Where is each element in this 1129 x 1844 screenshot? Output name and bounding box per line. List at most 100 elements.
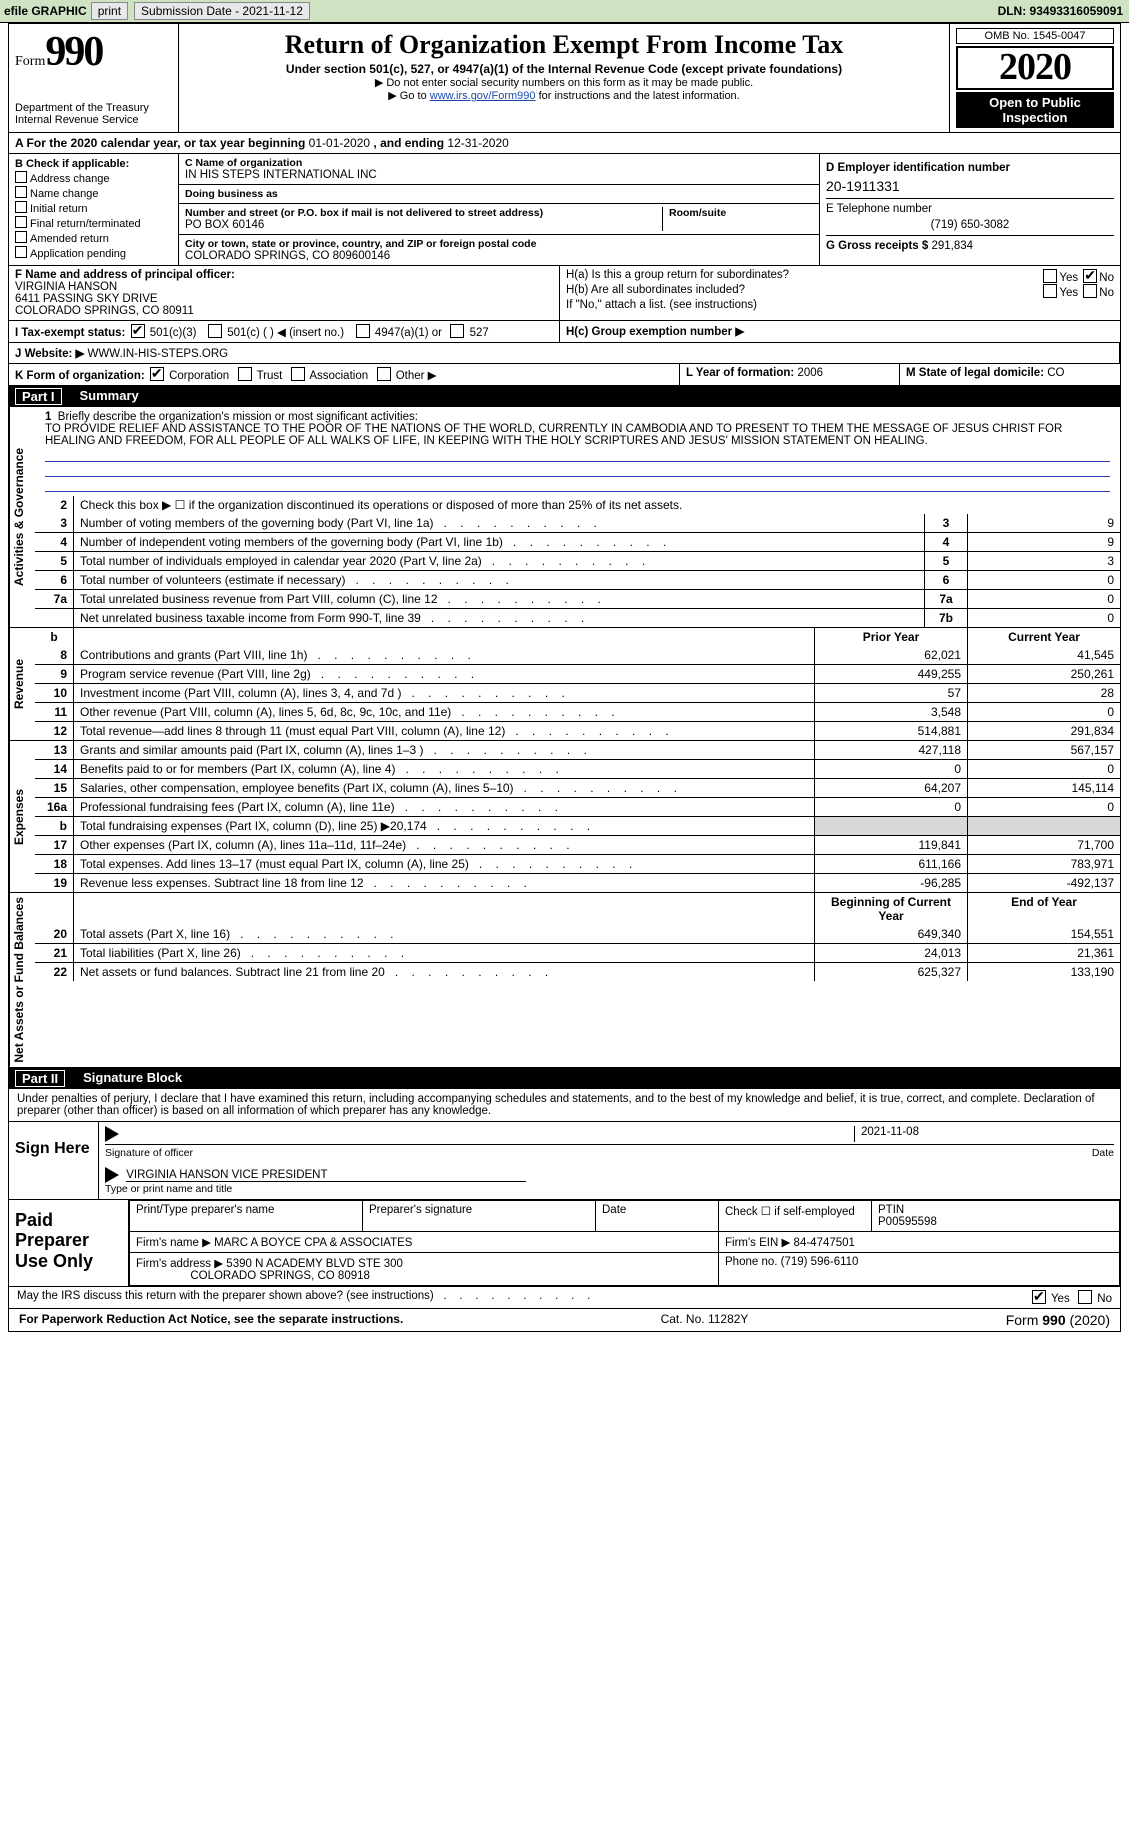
i-501c-box[interactable] (208, 324, 222, 338)
b-option[interactable]: Initial return (15, 201, 172, 215)
summary-exp: Expenses 13Grants and similar amounts pa… (9, 741, 1120, 893)
col-print: Print/Type preparer's name (130, 1200, 363, 1231)
table-rev: b Prior Year Current Year 8Contributions… (35, 628, 1120, 740)
part2-title: Signature Block (83, 1070, 182, 1087)
discuss-row: May the IRS discuss this return with the… (9, 1287, 1120, 1309)
irs-form990-link[interactable]: www.irs.gov/Form990 (430, 90, 536, 102)
hdr-curr: Current Year (968, 628, 1121, 646)
f-label: F Name and address of principal officer: (15, 269, 235, 281)
firm-name: MARC A BOYCE CPA & ASSOCIATES (214, 1237, 412, 1249)
goto-post: for instructions and the latest informat… (536, 90, 740, 102)
title-mid: Return of Organization Exempt From Incom… (179, 24, 950, 132)
efile-topbar: efile GRAPHIC print Submission Date - 20… (0, 0, 1129, 23)
part2-bar: Part II Signature Block (9, 1068, 1120, 1089)
sig-date-label: Date (1092, 1147, 1114, 1159)
k-other-box[interactable] (377, 367, 391, 381)
sig-officer-label: Signature of officer (105, 1147, 193, 1159)
table-row: 14Benefits paid to or for members (Part … (35, 760, 1120, 779)
period-end: 12-31-2020 (447, 136, 508, 150)
sig-date-value: 2021-11-08 (854, 1126, 1114, 1142)
b-option[interactable]: Amended return (15, 231, 172, 245)
table-row: 10Investment income (Part VIII, column (… (35, 684, 1120, 703)
l-label: L Year of formation: (686, 367, 794, 379)
hdr-prior: Prior Year (815, 628, 968, 646)
hb-note: If "No," attach a list. (see instruction… (566, 299, 1114, 311)
row-f-h: F Name and address of principal officer:… (9, 266, 1120, 321)
section-hc: H(c) Group exemption number ▶ (560, 321, 1120, 342)
year-formation: 2006 (797, 367, 823, 379)
title-right: OMB No. 1545-0047 2020 Open to Public In… (950, 24, 1120, 132)
b-title: B Check if applicable: (15, 158, 172, 170)
print-button[interactable]: print (91, 2, 128, 20)
table-row: 19Revenue less expenses. Subtract line 1… (35, 874, 1120, 893)
i-4947-box[interactable] (356, 324, 370, 338)
table-row: 7aTotal unrelated business revenue from … (35, 590, 1120, 609)
summary-ag: Activities & Governance 1 Briefly descri… (9, 407, 1120, 628)
k-trust-box[interactable] (238, 367, 252, 381)
ha-yes-box[interactable] (1043, 269, 1057, 283)
section-j: J Website: ▶ WWW.IN-HIS-STEPS.ORG (9, 343, 1120, 363)
state-domicile: CO (1047, 367, 1064, 379)
vlabel-exp: Expenses (9, 741, 35, 892)
table-row: 15Salaries, other compensation, employee… (35, 779, 1120, 798)
perjury-declaration: Under penalties of perjury, I declare th… (9, 1089, 1120, 1122)
officer-addr2: COLORADO SPRINGS, CO 80911 (15, 305, 194, 317)
officer-name-title: VIRGINIA HANSON VICE PRESIDENT (126, 1169, 526, 1182)
table-row: 16aProfessional fundraising fees (Part I… (35, 798, 1120, 817)
row-i-hc: I Tax-exempt status: 501(c)(3) 501(c) ( … (9, 321, 1120, 343)
k-corp-box[interactable] (150, 367, 164, 381)
e-label: E Telephone number (826, 198, 1114, 215)
k-assoc-box[interactable] (291, 367, 305, 381)
period-label: A For the 2020 calendar year, or tax yea… (15, 136, 309, 150)
section-i: I Tax-exempt status: 501(c)(3) 501(c) ( … (9, 321, 560, 342)
b-option[interactable]: Final return/terminated (15, 216, 172, 230)
dept-treasury: Department of the Treasury (15, 102, 172, 114)
b-option[interactable]: Address change (15, 171, 172, 185)
submission-date-button[interactable]: Submission Date - 2021-11-12 (134, 2, 310, 20)
discuss-yes-box[interactable] (1032, 1290, 1046, 1304)
firm-phone-label: Phone no. (725, 1256, 777, 1268)
b-option[interactable]: Name change (15, 186, 172, 200)
section-bcdeg: B Check if applicable: Address changeNam… (9, 154, 1120, 266)
table-row: 3Number of voting members of the governi… (35, 514, 1120, 533)
ssn-note: Do not enter social security numbers on … (185, 76, 943, 89)
g-label: G Gross receipts $ (826, 240, 928, 252)
table-row: bTotal fundraising expenses (Part IX, co… (35, 817, 1120, 836)
row-j: J Website: ▶ WWW.IN-HIS-STEPS.ORG (9, 343, 1120, 364)
ha-yn: Yes No (1041, 269, 1114, 284)
form-990-mark: Form990 (15, 28, 172, 76)
dln-label: DLN: 93493316059091 (998, 4, 1123, 18)
k-label: K Form of organization: (15, 370, 145, 382)
period-row: A For the 2020 calendar year, or tax yea… (9, 133, 1120, 154)
hb-no-box[interactable] (1083, 284, 1097, 298)
hb-yes-box[interactable] (1043, 284, 1057, 298)
tax-year: 2020 (956, 46, 1114, 90)
gross-receipts: 291,834 (931, 240, 973, 252)
table-net: Beginning of Current Year End of Year 20… (35, 893, 1120, 981)
org-city: COLORADO SPRINGS, CO 809600146 (185, 250, 813, 262)
firm-addr1: 5390 N ACADEMY BLVD STE 300 (226, 1258, 403, 1270)
cat-no: Cat. No. 11282Y (661, 1312, 749, 1328)
col-date: Date (596, 1200, 719, 1231)
i-527-box[interactable] (450, 324, 464, 338)
discuss-no-box[interactable] (1078, 1290, 1092, 1304)
title-left: Form990 Department of the Treasury Inter… (9, 24, 179, 132)
open-public-box: Open to Public Inspection (956, 92, 1114, 128)
section-m: M State of legal domicile: CO (900, 364, 1120, 385)
line1-label: Briefly describe the organization's miss… (58, 411, 418, 423)
i-501c3-box[interactable] (131, 324, 145, 338)
part2-number: Part II (15, 1070, 65, 1087)
section-deg: D Employer identification number 20-1911… (820, 154, 1120, 265)
b-option[interactable]: Application pending (15, 246, 172, 260)
c-street-label: Number and street (or P.O. box if mail i… (185, 207, 656, 219)
ha-no-box[interactable] (1083, 269, 1097, 283)
c-room-label: Room/suite (669, 207, 813, 219)
form-number: 990 (45, 29, 102, 75)
summary-rev: Revenue b Prior Year Current Year 8Contr… (9, 628, 1120, 741)
sig-arrow-icon-2 (105, 1167, 119, 1183)
goto-note: ▶ Go to www.irs.gov/Form990 for instruct… (185, 89, 943, 102)
summary-net: Net Assets or Fund Balances Beginning of… (9, 893, 1120, 1068)
table-exp: 13Grants and similar amounts paid (Part … (35, 741, 1120, 892)
goto-pre: Go to (400, 90, 430, 102)
table-row: 22Net assets or fund balances. Subtract … (35, 963, 1120, 982)
